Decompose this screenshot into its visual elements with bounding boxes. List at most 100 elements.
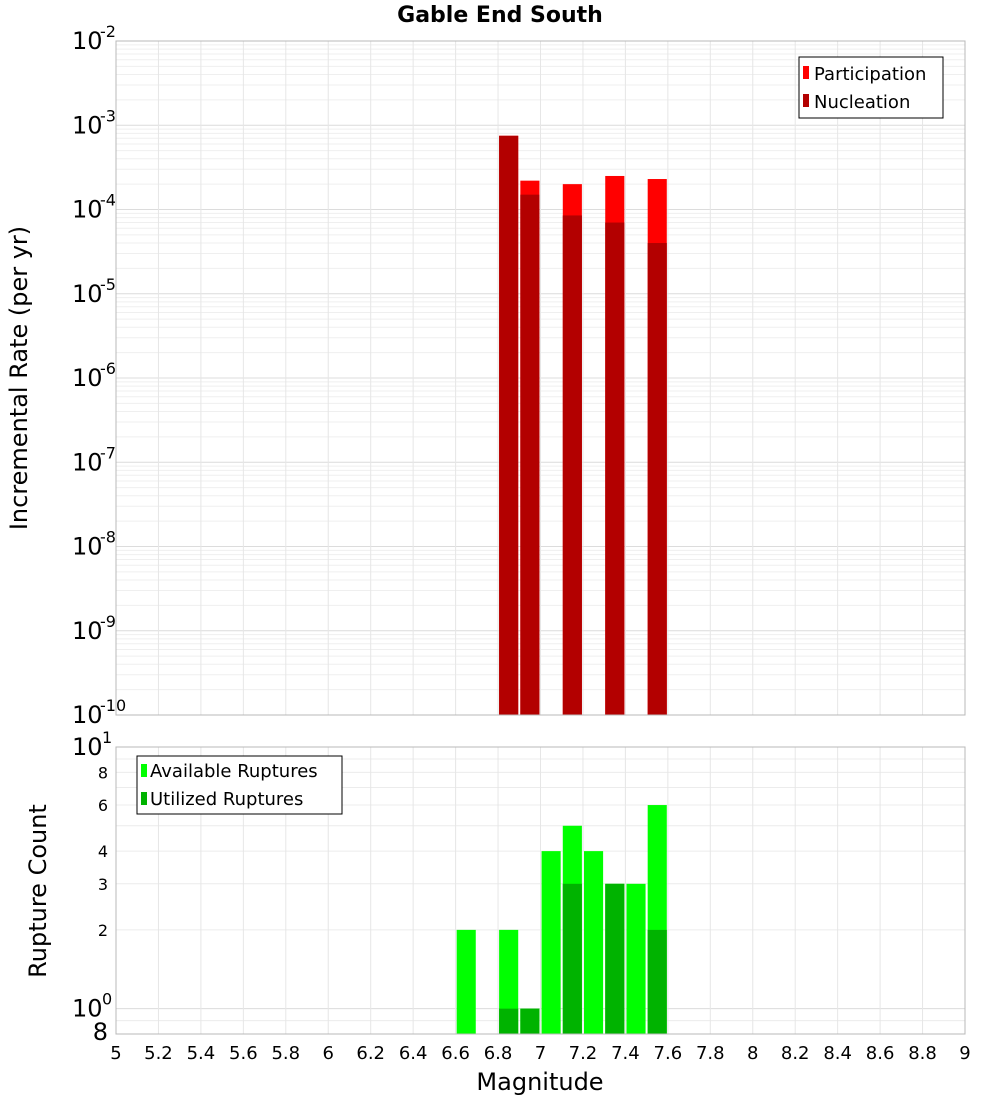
x-tick-label: 7.2 <box>569 1043 598 1064</box>
bottom-legend: Available Ruptures Utilized Ruptures <box>136 755 343 815</box>
y-tick-base: 10 <box>72 364 103 392</box>
top-y-tick-label: 10-6 <box>72 359 116 392</box>
top-gridlines <box>115 40 966 716</box>
utilized-ruptures-legend-swatch <box>141 792 147 805</box>
y-tick-base: 10 <box>72 27 103 55</box>
x-axis-title: Magnitude <box>476 1068 603 1096</box>
utilized-ruptures-bar <box>647 929 667 1034</box>
available-ruptures-legend-swatch <box>141 764 147 777</box>
x-tick-label: 6.8 <box>484 1043 513 1064</box>
top-y-axis-title: Incremental Rate (per yr) <box>5 226 33 530</box>
y-tick-base: 10 <box>72 733 103 761</box>
nucleation-bar <box>520 194 540 715</box>
x-tick-labels: 5 5.2 5.4 5.6 5.8 6 6.2 6.4 6.6 6.8 7 7.2 7.4 7.6 7.8 8… <box>110 1043 970 1064</box>
top-y-tick-label: 10-9 <box>72 612 116 645</box>
y-tick-exponent: -3 <box>100 106 116 125</box>
top-plot-frame <box>115 40 966 716</box>
y-tick-exponent: 1 <box>102 728 112 747</box>
x-tick-label: 6 <box>323 1043 334 1064</box>
x-tick-label: 5.6 <box>229 1043 258 1064</box>
bottom-y-minor-tick-label: 6 <box>98 796 108 815</box>
y-tick-exponent: 0 <box>102 990 112 1009</box>
y-tick-base: 10 <box>72 280 103 308</box>
x-tick-label: 8 <box>747 1043 758 1064</box>
utilized-ruptures-bar <box>562 883 582 1034</box>
x-tick-label: 6.6 <box>441 1043 470 1064</box>
x-tick-label: 5 <box>110 1043 121 1064</box>
top-legend: Participation Nucleation <box>798 56 944 119</box>
y-tick-base: 10 <box>72 995 103 1023</box>
bottom-y-minor-tick-label: 8 <box>93 1018 108 1046</box>
x-tick-label: 8.8 <box>908 1043 937 1064</box>
y-tick-exponent: -7 <box>100 443 116 462</box>
bottom-y-major-tick-label: 10 1 <box>72 728 112 761</box>
y-tick-exponent: -8 <box>100 528 116 547</box>
x-tick-label: 6.2 <box>356 1043 385 1064</box>
nucleation-bar <box>647 243 667 716</box>
available-ruptures-bar <box>456 929 476 1034</box>
x-tick-label: 9 <box>959 1043 970 1064</box>
bottom-y-axis-title: Rupture Count <box>24 804 52 978</box>
top-legend-box <box>798 56 944 119</box>
bottom-bars <box>456 805 667 1034</box>
participation-legend-swatch <box>803 66 809 79</box>
x-tick-label: 7.8 <box>696 1043 725 1064</box>
utilized-ruptures-bar <box>605 883 625 1034</box>
top-y-tick-label: 10-7 <box>72 443 116 476</box>
bottom-y-major-tick-label: 10 0 <box>72 990 112 1023</box>
nucleation-bar <box>605 222 625 716</box>
x-tick-label: 5.8 <box>271 1043 300 1064</box>
y-tick-exponent: -10 <box>100 696 126 715</box>
x-tick-label: 5.4 <box>187 1043 216 1064</box>
bottom-legend-box <box>136 755 343 815</box>
available-ruptures-bar <box>626 883 646 1034</box>
available-ruptures-bar <box>541 851 561 1034</box>
bottom-plot-frame <box>115 746 966 1035</box>
top-y-tick-label: 10-5 <box>72 275 116 308</box>
y-tick-base: 10 <box>72 448 103 476</box>
x-tick-label: 8.6 <box>866 1043 895 1064</box>
nucleation-legend-swatch <box>803 94 809 107</box>
y-tick-base: 10 <box>72 617 103 645</box>
chart-title: Gable End South <box>397 3 603 28</box>
top-y-tick-label: 10-10 <box>72 696 126 729</box>
y-tick-base: 10 <box>72 533 103 561</box>
y-tick-base: 10 <box>72 111 103 139</box>
bottom-y-minor-tick-label: 2 <box>98 921 108 940</box>
utilized-ruptures-legend-label: Utilized Ruptures <box>150 789 303 810</box>
available-ruptures-legend-label: Available Ruptures <box>150 761 318 782</box>
bottom-y-minor-tick-label: 8 <box>98 763 108 782</box>
nucleation-bar <box>499 135 519 715</box>
x-tick-label: 6.4 <box>399 1043 428 1064</box>
x-tick-label: 7.4 <box>611 1043 640 1064</box>
y-tick-base: 10 <box>72 701 103 729</box>
nucleation-legend-label: Nucleation <box>814 92 910 113</box>
y-tick-base: 10 <box>72 196 103 224</box>
y-tick-exponent: -4 <box>100 191 116 210</box>
x-tick-label: 8.2 <box>781 1043 810 1064</box>
available-ruptures-bar <box>499 929 519 1034</box>
x-tick-label: 7.6 <box>654 1043 683 1064</box>
top-y-tick-label: 10-8 <box>72 528 116 561</box>
y-tick-exponent: -2 <box>100 22 116 41</box>
x-tick-label: 8.4 <box>823 1043 852 1064</box>
y-tick-exponent: -5 <box>100 275 116 294</box>
utilized-ruptures-bar <box>499 1008 519 1034</box>
nucleation-bar <box>562 215 582 715</box>
x-tick-label: 7 <box>535 1043 546 1064</box>
utilized-ruptures-bar <box>520 1008 540 1034</box>
top-y-tick-label: 10-3 <box>72 106 116 139</box>
top-y-ticks: 10-210-310-410-510-610-710-810-910-10 <box>72 22 126 729</box>
y-tick-exponent: -9 <box>100 612 116 631</box>
bottom-y-minor-tick-label: 4 <box>98 842 108 861</box>
x-tick-label: 5.2 <box>144 1043 173 1064</box>
bottom-y-minor-tick-label: 3 <box>98 875 108 894</box>
top-bars <box>499 135 667 716</box>
participation-legend-label: Participation <box>814 64 926 85</box>
available-ruptures-bar <box>584 851 604 1034</box>
top-y-tick-label: 10-4 <box>72 191 116 224</box>
y-tick-exponent: -6 <box>100 359 116 378</box>
top-y-tick-label: 10-2 <box>72 22 116 55</box>
